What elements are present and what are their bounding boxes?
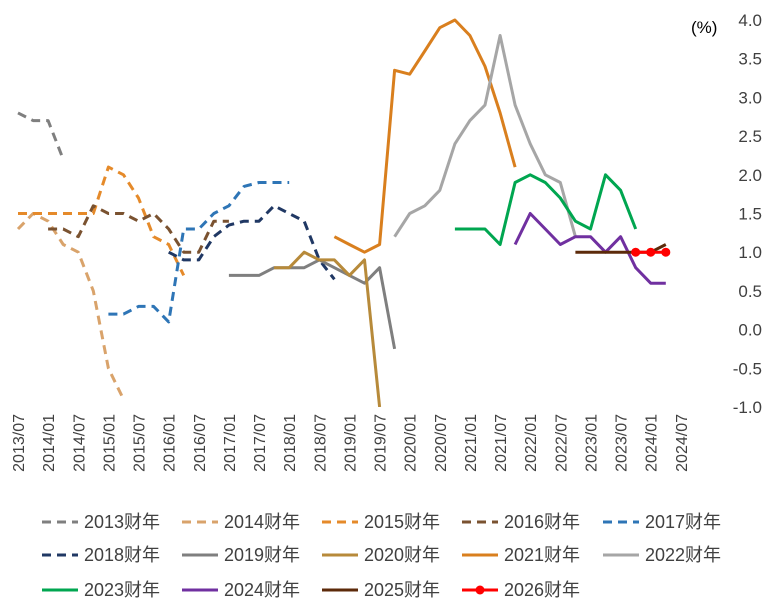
legend-label: 2021财年 <box>504 545 580 565</box>
series-line <box>108 181 290 324</box>
x-tick-label: 2014/07 <box>71 414 88 472</box>
x-tick-label: 2021/07 <box>493 414 510 472</box>
series-2026财年 <box>631 247 671 257</box>
legend-label: 2016财年 <box>504 512 580 532</box>
series-2015财年 <box>18 165 186 277</box>
x-tick-label: 2024/01 <box>644 414 661 472</box>
series-line <box>454 173 638 246</box>
legend: 2013财年 2014财年 2015财年 2016财年 2017财年 2018财年 2019… <box>42 512 721 600</box>
series-2022财年 <box>393 34 577 238</box>
y-unit-label: (%) <box>691 18 717 37</box>
y-tick-label: 4.0 <box>738 11 762 30</box>
series-2017财年 <box>108 181 290 324</box>
legend-item: 2024财年 <box>182 580 300 600</box>
legend-label: 2019财年 <box>224 545 300 565</box>
legend-item: 2016财年 <box>462 512 580 532</box>
legend-marker <box>475 585 485 595</box>
legend-label: 2024财年 <box>224 580 300 600</box>
series-line <box>168 204 336 281</box>
x-tick-label: 2015/07 <box>132 414 149 472</box>
y-tick-label: 1.0 <box>738 243 762 262</box>
legend-label: 2013财年 <box>84 512 160 532</box>
plot-area <box>16 18 671 407</box>
legend-item: 2023财年 <box>42 580 160 600</box>
series-2024财年 <box>513 212 666 285</box>
x-tick-label: 2016/07 <box>192 414 209 472</box>
x-tick-label: 2019/01 <box>342 414 359 472</box>
legend-label: 2026财年 <box>504 580 580 600</box>
series-line <box>333 18 517 254</box>
x-tick-label: 2024/07 <box>674 414 691 472</box>
legend-item: 2022财年 <box>603 545 721 565</box>
legend-item: 2018财年 <box>42 545 160 565</box>
legend-item: 2017财年 <box>603 512 721 532</box>
legend-label: 2015财年 <box>364 512 440 532</box>
y-tick-label: 0.0 <box>738 321 762 340</box>
legend-item: 2020财年 <box>322 545 440 565</box>
series-line <box>48 204 229 254</box>
x-tick-label: 2018/01 <box>282 414 299 472</box>
legend-label: 2023财年 <box>84 580 160 600</box>
legend-label: 2017财年 <box>645 512 721 532</box>
series-2020财年 <box>274 250 382 407</box>
y-tick-label: -0.5 <box>733 359 762 378</box>
legend-label: 2020财年 <box>364 545 440 565</box>
x-tick-label: 2014/01 <box>41 414 58 472</box>
legend-label: 2022财年 <box>645 545 721 565</box>
x-tick-label: 2022/07 <box>553 414 570 472</box>
x-tick-label: 2021/01 <box>463 414 480 472</box>
series-line <box>393 34 577 238</box>
x-axis-ticks: 2013/07 2014/01 2014/07 2015/01 2015/07 2016/… <box>11 414 691 472</box>
series-2021财年 <box>333 18 517 254</box>
series-2018财年 <box>168 204 336 281</box>
x-tick-label: 2013/07 <box>11 414 28 472</box>
x-tick-label: 2019/07 <box>373 414 390 472</box>
data-point <box>646 247 656 257</box>
legend-item: 2021财年 <box>462 545 580 565</box>
x-tick-label: 2016/01 <box>162 414 179 472</box>
legend-item: 2026财年 <box>462 580 580 600</box>
x-tick-label: 2017/01 <box>222 414 239 472</box>
series-2016财年 <box>48 204 229 254</box>
series-line <box>16 212 125 400</box>
x-tick-label: 2020/07 <box>433 414 450 472</box>
x-tick-label: 2023/01 <box>583 414 600 472</box>
legend-item: 2014财年 <box>182 512 300 532</box>
x-tick-label: 2018/07 <box>312 414 329 472</box>
y-tick-label: 3.5 <box>738 50 762 69</box>
series-2013财年 <box>17 111 65 160</box>
x-tick-label: 2023/07 <box>614 414 631 472</box>
y-tick-label: 2.5 <box>738 127 762 146</box>
legend-item: 2025财年 <box>322 580 440 600</box>
y-axis-ticks: 4.0 3.5 3.0 2.5 2.0 1.5 1.0 0.5 0.0 -0.5 -1.0 <box>733 11 762 417</box>
legend-label: 2025财年 <box>364 580 440 600</box>
data-point <box>631 247 641 257</box>
data-point <box>661 247 671 257</box>
x-tick-label: 2022/01 <box>523 414 540 472</box>
y-tick-label: -1.0 <box>733 398 762 417</box>
series-2014财年 <box>16 212 125 400</box>
x-tick-label: 2020/01 <box>403 414 420 472</box>
y-tick-label: 3.0 <box>738 88 762 107</box>
series-line <box>17 111 65 160</box>
legend-item: 2019财年 <box>182 545 300 565</box>
x-tick-label: 2015/01 <box>101 414 118 472</box>
y-tick-label: 0.5 <box>738 282 762 301</box>
legend-label: 2018财年 <box>84 545 160 565</box>
series-line <box>18 165 186 277</box>
legend-label: 2014财年 <box>224 512 300 532</box>
y-tick-label: 1.5 <box>738 205 762 224</box>
legend-item: 2015财年 <box>322 512 440 532</box>
series-line <box>513 212 666 285</box>
x-tick-label: 2017/07 <box>252 414 269 472</box>
legend-item: 2013财年 <box>42 512 160 532</box>
series-line <box>274 250 382 407</box>
y-tick-label: 2.0 <box>738 166 762 185</box>
series-2023财年 <box>454 173 638 246</box>
